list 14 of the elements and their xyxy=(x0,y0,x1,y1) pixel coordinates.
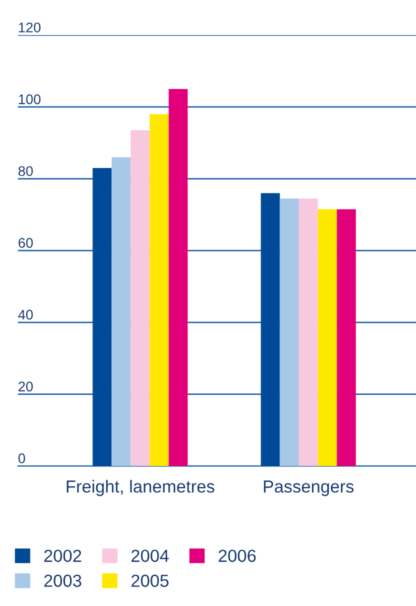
y-tick-label: 60 xyxy=(18,238,33,248)
y-tick-label: 80 xyxy=(18,166,33,176)
legend-label: 2002 xyxy=(44,550,82,562)
x-tick-label: Passengers xyxy=(264,480,354,496)
legend-label: 2004 xyxy=(132,550,169,562)
legend-label: 2005 xyxy=(132,574,169,587)
x-tick-label: Freight, lanemetres xyxy=(66,480,214,496)
y-tick-label: 40 xyxy=(18,310,33,320)
y-tick-label: 0 xyxy=(18,453,26,464)
y-tick-label: 100 xyxy=(18,94,41,104)
y-tick-label: 120 xyxy=(18,22,41,32)
legend-label: 2006 xyxy=(218,550,256,562)
legend-label: 2003 xyxy=(44,574,82,587)
y-tick-label: 20 xyxy=(18,382,33,392)
